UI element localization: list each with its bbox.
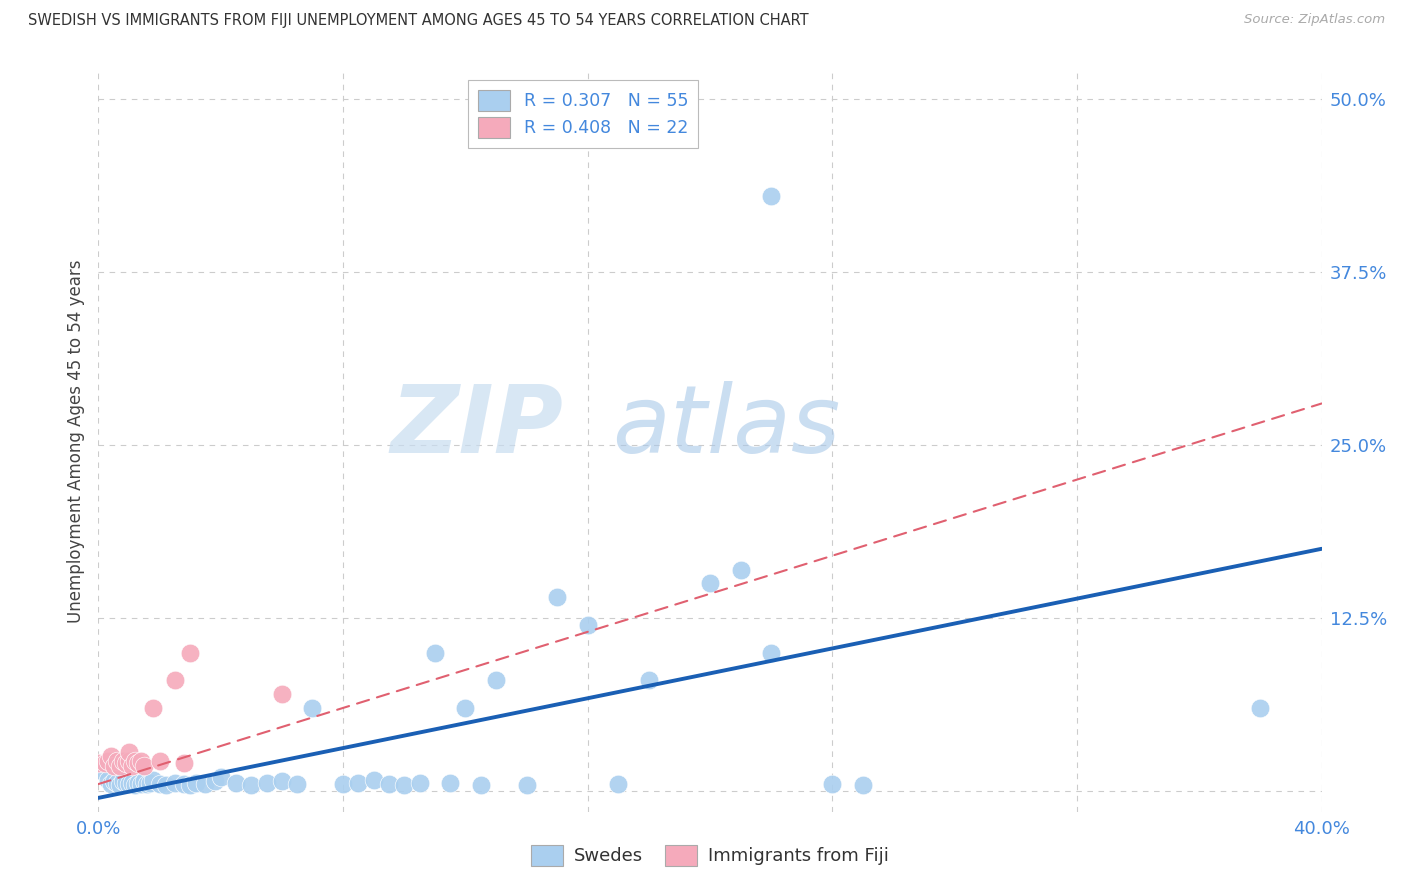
Point bbox=[194, 777, 217, 791]
Point bbox=[127, 775, 149, 789]
Point bbox=[127, 756, 149, 771]
Point bbox=[256, 775, 278, 789]
Point bbox=[139, 775, 162, 789]
Point bbox=[363, 772, 385, 787]
Y-axis label: Unemployment Among Ages 45 to 54 years: Unemployment Among Ages 45 to 54 years bbox=[66, 260, 84, 624]
Point bbox=[204, 774, 226, 789]
Point bbox=[118, 754, 141, 768]
Point bbox=[163, 673, 186, 688]
Point bbox=[103, 774, 125, 789]
Point bbox=[637, 673, 661, 688]
Point bbox=[186, 775, 208, 789]
Point bbox=[118, 777, 141, 791]
Point bbox=[439, 775, 461, 789]
Point bbox=[129, 754, 152, 768]
Point bbox=[179, 779, 201, 793]
Point bbox=[149, 777, 172, 791]
Point bbox=[111, 774, 134, 789]
Point bbox=[759, 646, 782, 660]
Point bbox=[270, 774, 292, 789]
Point bbox=[423, 646, 446, 660]
Point bbox=[100, 749, 122, 764]
Point bbox=[173, 756, 195, 771]
Point bbox=[100, 777, 122, 791]
Point bbox=[1249, 701, 1271, 715]
Point bbox=[576, 618, 599, 632]
Point bbox=[163, 775, 186, 789]
Point bbox=[136, 777, 159, 791]
Point bbox=[121, 775, 143, 789]
Point bbox=[142, 701, 165, 715]
Point bbox=[149, 754, 172, 768]
Point bbox=[97, 772, 120, 787]
Point bbox=[115, 775, 138, 789]
Point bbox=[285, 777, 308, 791]
Point bbox=[105, 754, 128, 768]
Point bbox=[124, 754, 146, 768]
Point bbox=[155, 779, 177, 793]
Point bbox=[142, 772, 165, 787]
Point bbox=[108, 779, 131, 793]
Point bbox=[516, 779, 538, 793]
Point bbox=[546, 591, 568, 605]
Point bbox=[115, 756, 138, 771]
Point bbox=[108, 759, 131, 773]
Point bbox=[240, 779, 263, 793]
Point bbox=[332, 777, 354, 791]
Point bbox=[93, 756, 115, 771]
Legend: Swedes, Immigrants from Fiji: Swedes, Immigrants from Fiji bbox=[523, 838, 897, 873]
Point bbox=[607, 777, 630, 791]
Point bbox=[97, 754, 120, 768]
Point bbox=[270, 687, 292, 701]
Point bbox=[111, 754, 134, 768]
Point bbox=[470, 779, 492, 793]
Point bbox=[408, 775, 430, 789]
Point bbox=[821, 777, 844, 791]
Point bbox=[392, 779, 416, 793]
Point bbox=[87, 756, 110, 771]
Point bbox=[225, 775, 247, 789]
Text: SWEDISH VS IMMIGRANTS FROM FIJI UNEMPLOYMENT AMONG AGES 45 TO 54 YEARS CORRELATI: SWEDISH VS IMMIGRANTS FROM FIJI UNEMPLOY… bbox=[28, 13, 808, 29]
Text: atlas: atlas bbox=[612, 381, 841, 472]
Point bbox=[209, 770, 232, 784]
Point bbox=[103, 759, 125, 773]
Point bbox=[124, 779, 146, 793]
Text: ZIP: ZIP bbox=[391, 381, 564, 473]
Point bbox=[105, 775, 128, 789]
Point bbox=[87, 763, 110, 777]
Point bbox=[759, 189, 782, 203]
Point bbox=[121, 759, 143, 773]
Point bbox=[134, 759, 156, 773]
Point bbox=[485, 673, 508, 688]
Point bbox=[852, 779, 875, 793]
Point bbox=[118, 745, 141, 759]
Point bbox=[129, 777, 152, 791]
Point bbox=[730, 563, 752, 577]
Point bbox=[301, 701, 323, 715]
Point bbox=[347, 775, 370, 789]
Point bbox=[378, 777, 401, 791]
Point bbox=[179, 646, 201, 660]
Point bbox=[699, 576, 721, 591]
Text: Source: ZipAtlas.com: Source: ZipAtlas.com bbox=[1244, 13, 1385, 27]
Point bbox=[173, 777, 195, 791]
Point bbox=[454, 701, 477, 715]
Point bbox=[134, 774, 156, 789]
